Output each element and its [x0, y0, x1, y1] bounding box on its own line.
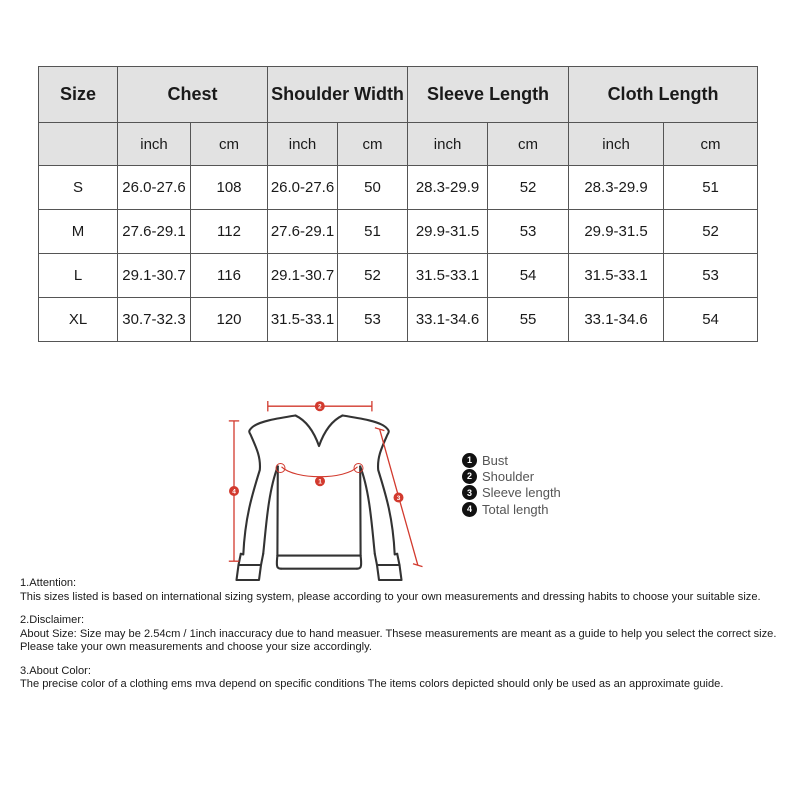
svg-text:3: 3	[397, 495, 401, 502]
svg-text:2: 2	[318, 404, 322, 411]
svg-text:4: 4	[232, 488, 236, 495]
svg-text:1: 1	[318, 479, 322, 486]
